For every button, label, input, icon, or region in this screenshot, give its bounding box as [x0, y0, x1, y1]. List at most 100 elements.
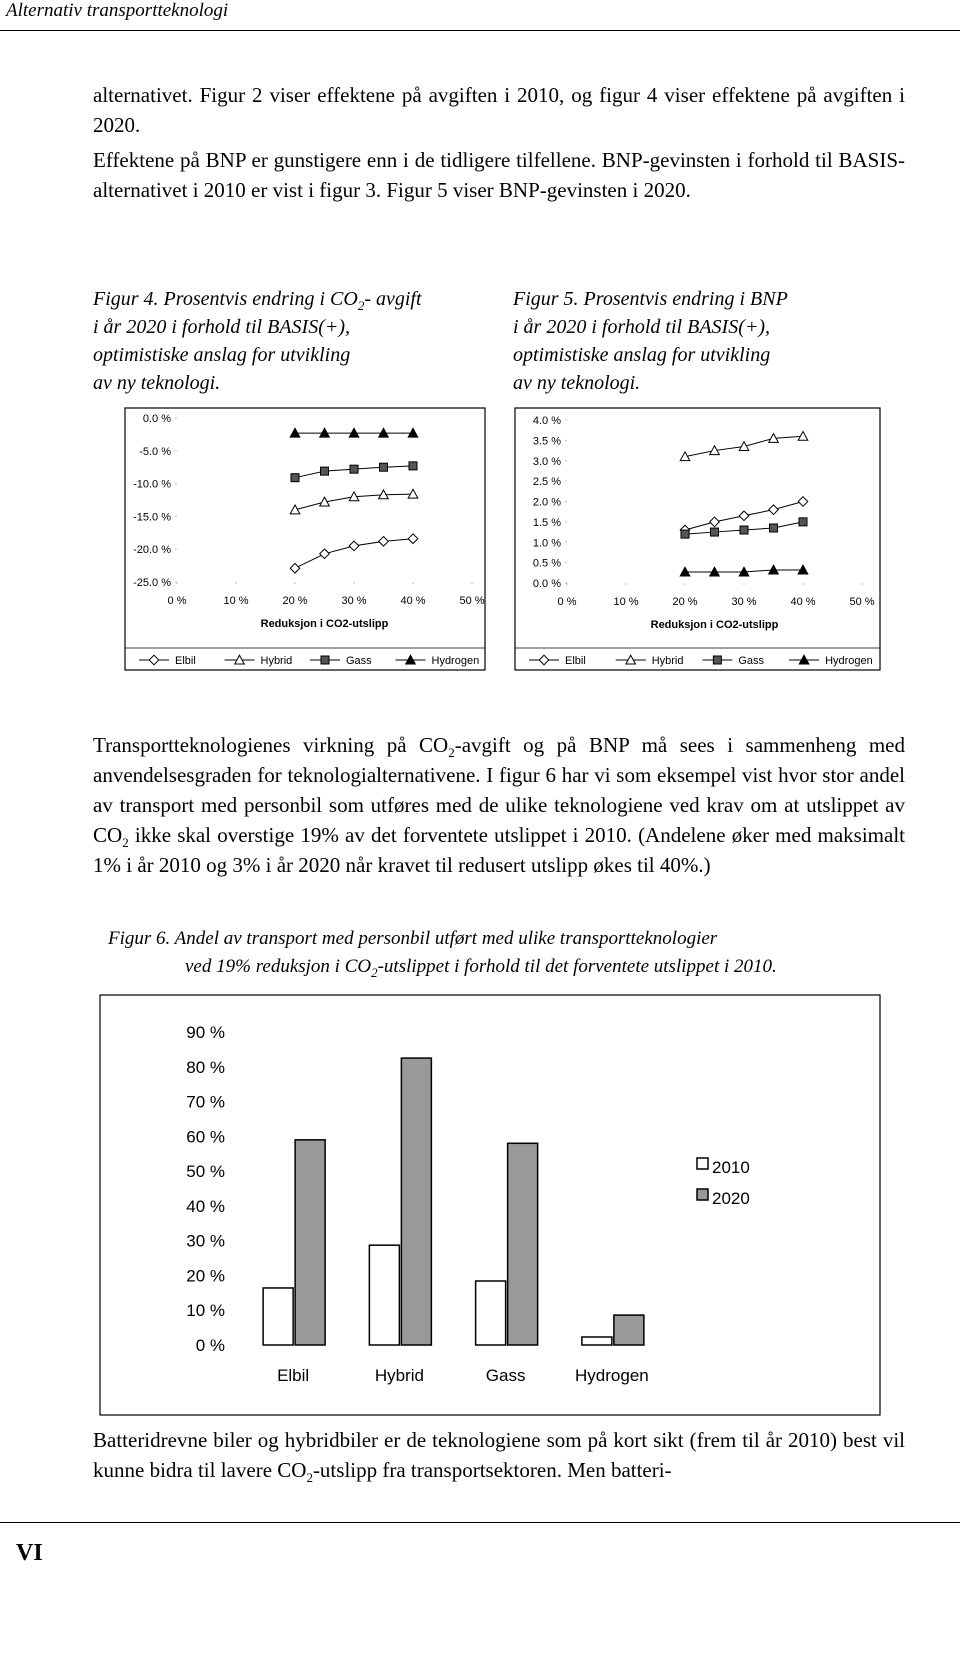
x-tick-label: 30 % [731, 596, 756, 608]
legend-marker [404, 654, 417, 665]
caption-text: optimistiske anslag for utvikling [93, 344, 351, 366]
y-tick-label: -25.0 % [133, 577, 171, 589]
legend-label: Elbil [175, 655, 196, 667]
legend-label: Gass [738, 655, 764, 667]
y-tick-label: 0.0 % [533, 578, 561, 590]
marker [348, 490, 360, 502]
chart-frame [124, 407, 486, 671]
x-tick-label: 30 % [341, 595, 366, 607]
bar [474, 1280, 507, 1346]
y-tick-label: 80 % [186, 1058, 225, 1077]
x-tick-label: 40 % [790, 596, 815, 608]
y-tick-label: 2.0 % [533, 497, 561, 509]
marker [710, 527, 719, 537]
x-tick-label: 50 % [459, 595, 484, 607]
marker [318, 548, 331, 560]
text: Batteridrevne biler og hybridbiler er de… [93, 1428, 905, 1482]
marker [708, 566, 721, 577]
legend-marker [538, 654, 550, 666]
marker [798, 517, 808, 527]
legend-label: Hybrid [261, 655, 293, 667]
legend-label: Hydrogen [825, 655, 873, 667]
bar [368, 1244, 401, 1346]
figure-caption: Figur 5. Prosentvis endring i BNP i år 2… [513, 285, 913, 397]
y-tick-label: -20.0 % [133, 544, 171, 556]
y-tick-label: 0 % [196, 1336, 225, 1355]
figure-caption: Figur 4. Prosentvis endring i CO2- avgif… [93, 285, 493, 397]
caption-text: -utslippet i forhold til det forventete … [377, 956, 777, 977]
x-tick-label: Elbil [277, 1366, 309, 1385]
x-tick-label: Hydrogen [575, 1366, 649, 1385]
legend-marker [625, 654, 637, 665]
x-tick-label: 20 % [672, 596, 697, 608]
caption-text: optimistiske anslag for utvikling [513, 344, 771, 366]
y-tick-label: 1.5 % [533, 517, 561, 529]
caption-text: - avgift [364, 288, 422, 310]
running-header: Alternativ transportteknologi [6, 0, 229, 21]
paragraph: Batteridrevne biler og hybridbiler er de… [93, 1425, 905, 1485]
marker [348, 427, 360, 438]
y-tick-label: 0.0 % [143, 413, 171, 425]
text: -avgift og på BNP må sees i sammenheng m… [93, 733, 905, 847]
text: ikke skal overstige 19% av det forventet… [93, 823, 905, 877]
y-tick-label: 4.0 % [533, 415, 561, 427]
marker [407, 427, 419, 438]
caption-text: i år 2020 i forhold til BASIS(+), [93, 316, 351, 338]
legend-label: 2010 [712, 1158, 750, 1177]
page-number: VI [16, 1540, 43, 1566]
y-tick-label: 10 % [186, 1301, 225, 1320]
marker [289, 503, 301, 515]
caption-text: av ny teknologi. [93, 372, 221, 394]
y-tick-label: 1.0 % [533, 537, 561, 549]
marker [708, 516, 721, 528]
y-tick-label: 50 % [186, 1162, 225, 1181]
y-tick-label: 40 % [186, 1197, 225, 1216]
marker [769, 523, 778, 533]
paragraph: Effektene på BNP er gunstigere enn i de … [93, 148, 905, 202]
marker [767, 432, 780, 443]
y-tick-label: 60 % [186, 1127, 225, 1146]
marker [738, 566, 750, 577]
y-tick-label: -5.0 % [139, 446, 171, 458]
marker [407, 533, 419, 545]
legend-marker [148, 654, 160, 666]
x-tick-label: 40 % [400, 595, 425, 607]
marker [708, 444, 721, 456]
x-tick-label: 10 % [223, 595, 248, 607]
x-axis-label: Reduksjon i CO2-utslipp [651, 619, 779, 631]
legend-label: Hydrogen [432, 655, 480, 667]
legend-marker [320, 655, 330, 665]
y-tick-label: 3.5 % [533, 435, 561, 447]
marker [739, 525, 749, 535]
legend-label: Hybrid [652, 655, 684, 667]
x-tick-label: 0 % [168, 595, 187, 607]
bar [262, 1287, 294, 1346]
bar [506, 1142, 539, 1346]
marker [377, 535, 390, 547]
marker [679, 566, 691, 577]
caption-text: Figur 4. Prosentvis endring i CO [93, 288, 358, 310]
marker [349, 464, 359, 474]
marker [680, 529, 690, 539]
subscript: 2 [371, 964, 378, 980]
footer-rule [0, 1522, 960, 1523]
marker [408, 461, 418, 471]
legend-marker [233, 654, 246, 665]
y-tick-label: 70 % [186, 1093, 225, 1112]
bar [294, 1139, 326, 1346]
y-tick-label: -10.0 % [133, 479, 171, 491]
caption-text: i år 2020 i forhold til BASIS(+), [513, 316, 771, 338]
bar [613, 1314, 645, 1346]
marker [407, 488, 419, 499]
legend-label: 2020 [712, 1189, 750, 1208]
marker [379, 462, 388, 472]
legend-label: Elbil [565, 655, 586, 667]
text: Transportteknologienes virkning på CO [93, 733, 449, 757]
legend-label: Gass [346, 655, 372, 667]
marker [767, 504, 780, 516]
x-tick-label: 20 % [282, 595, 307, 607]
paragraph: Transportteknologienes virkning på CO2-a… [93, 730, 905, 880]
x-tick-label: 0 % [558, 596, 577, 608]
